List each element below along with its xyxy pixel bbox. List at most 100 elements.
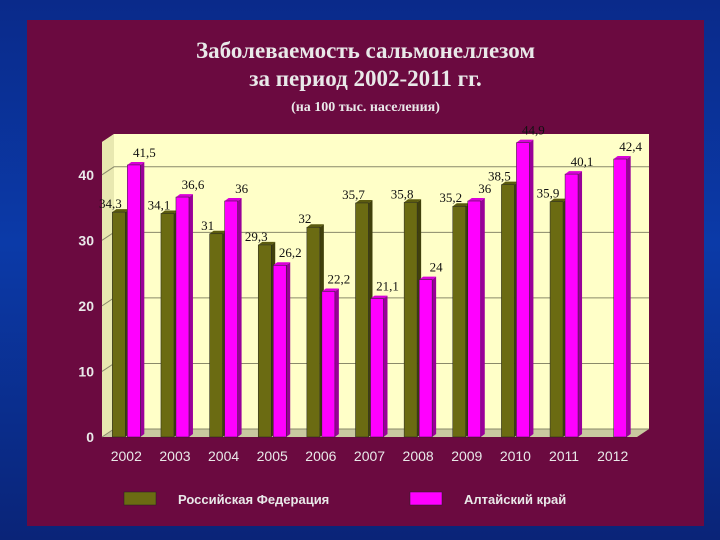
bar-altai — [272, 264, 287, 438]
bar-altai — [370, 298, 384, 438]
bar-altai-side — [334, 288, 339, 437]
bar-altai-side — [529, 139, 534, 437]
bar-rf-top — [160, 210, 178, 214]
data-label: 32 — [298, 211, 311, 226]
bar-rf-top — [112, 209, 130, 213]
bar-altai — [175, 196, 190, 438]
data-label: 42,4 — [619, 139, 642, 154]
x-tick-label: 2009 — [451, 448, 482, 464]
bar-altai — [418, 279, 433, 438]
x-tick-label: 2003 — [159, 448, 190, 464]
legend-swatch-altai — [409, 491, 443, 506]
data-label: 24 — [430, 260, 444, 275]
bar-rf — [112, 211, 126, 438]
chart-subtitle: (на 100 тыс. населения) — [291, 100, 440, 115]
bar-altai — [224, 200, 238, 438]
bar-altai — [127, 164, 141, 438]
bar-altai-top — [127, 161, 145, 165]
bar-altai-top — [224, 198, 242, 201]
bar-rf-top — [501, 181, 519, 185]
bar-altai-top — [565, 171, 583, 175]
data-label: 40,1 — [571, 154, 594, 169]
data-label: 35,9 — [537, 186, 560, 201]
bar-altai-side — [286, 262, 291, 437]
data-label: 36,6 — [182, 177, 205, 192]
data-label: 36 — [235, 181, 249, 196]
legend-label-rf: Российская Федерация — [178, 492, 329, 507]
bar-rf — [403, 202, 418, 438]
chart-title-line-1: Заболеваемость сальмонеллезом — [196, 38, 535, 63]
bar-rf — [209, 233, 223, 438]
y-tick-label: 30 — [78, 232, 94, 248]
bar-rf — [501, 184, 515, 438]
bar-altai-side — [140, 161, 145, 437]
bar-rf-top — [209, 230, 227, 234]
chart-title-line-2: за период 2002-2011 гг. — [249, 66, 482, 91]
plot-side-wall — [102, 134, 114, 437]
x-tick-label: 2006 — [305, 448, 336, 464]
y-tick-label: 10 — [78, 363, 94, 379]
bar-altai — [467, 200, 482, 438]
bar-rf-top — [355, 199, 373, 203]
legend-swatch-rf — [123, 491, 157, 506]
data-label: 34,1 — [148, 197, 171, 212]
bar-altai-side — [626, 156, 631, 438]
bar-altai-top — [613, 156, 631, 160]
x-tick-label: 2008 — [403, 448, 434, 464]
bar-rf-top — [404, 199, 422, 203]
bar-altai — [613, 158, 627, 438]
bar-altai-side — [578, 171, 583, 437]
x-tick-label: 2004 — [208, 448, 239, 464]
bar-rf — [160, 213, 175, 438]
bar-rf-top — [452, 203, 470, 207]
bar-altai-top — [516, 139, 534, 143]
bar-altai — [516, 142, 530, 438]
bar-chart: 0 10 20 30 40 2002 34,3 41,5 2003 34,1 36,6 2004 31 3… — [78, 123, 649, 507]
bar-altai-side — [188, 194, 193, 437]
data-label: 31 — [201, 218, 214, 233]
bar-altai-top — [273, 262, 291, 266]
data-label: 29,3 — [245, 229, 268, 244]
data-label: 36 — [478, 181, 492, 196]
data-label: 34,3 — [99, 196, 122, 211]
x-tick-label: 2011 — [549, 448, 579, 464]
x-tick-label: 2005 — [257, 448, 288, 464]
bar-rf-top — [258, 241, 276, 245]
data-label: 21,1 — [376, 279, 399, 294]
bar-rf-top — [306, 224, 324, 228]
bar-rf-top — [550, 198, 568, 202]
data-label: 35,2 — [439, 190, 462, 205]
bar-altai-top — [467, 198, 485, 201]
x-tick-label: 2012 — [597, 448, 628, 464]
data-label: 41,5 — [133, 145, 156, 160]
bar-rf — [549, 201, 564, 438]
legend-label-altai: Алтайский край — [464, 492, 566, 507]
bar-altai-side — [432, 276, 437, 437]
bar-altai-top — [419, 276, 437, 280]
bar-altai-side — [237, 198, 242, 437]
y-tick-label: 0 — [86, 429, 94, 445]
bar-altai-side — [480, 198, 485, 437]
y-tick-label: 20 — [78, 298, 94, 314]
bar-altai-top — [321, 288, 339, 292]
gridline — [101, 166, 649, 176]
bar-altai — [321, 291, 336, 438]
bar-altai-top — [370, 295, 388, 299]
data-label: 35,8 — [391, 186, 414, 201]
data-label: 22,2 — [327, 271, 350, 286]
y-tick-label: 40 — [78, 167, 94, 183]
bar-rf — [452, 205, 467, 438]
bar-rf — [355, 202, 369, 438]
bar-altai-side — [383, 295, 388, 437]
data-label: 44,9 — [522, 123, 545, 138]
bar-rf — [257, 244, 272, 438]
bar-altai-top — [175, 194, 193, 198]
bar-rf — [306, 226, 321, 438]
x-tick-label: 2007 — [354, 448, 385, 464]
data-label: 26,2 — [279, 245, 302, 260]
x-tick-label: 2010 — [500, 448, 531, 464]
bar-altai — [564, 173, 579, 438]
x-tick-label: 2002 — [111, 448, 142, 464]
slide: Заболеваемость сальмонеллезом за период … — [27, 20, 704, 526]
data-label: 38,5 — [488, 169, 511, 184]
